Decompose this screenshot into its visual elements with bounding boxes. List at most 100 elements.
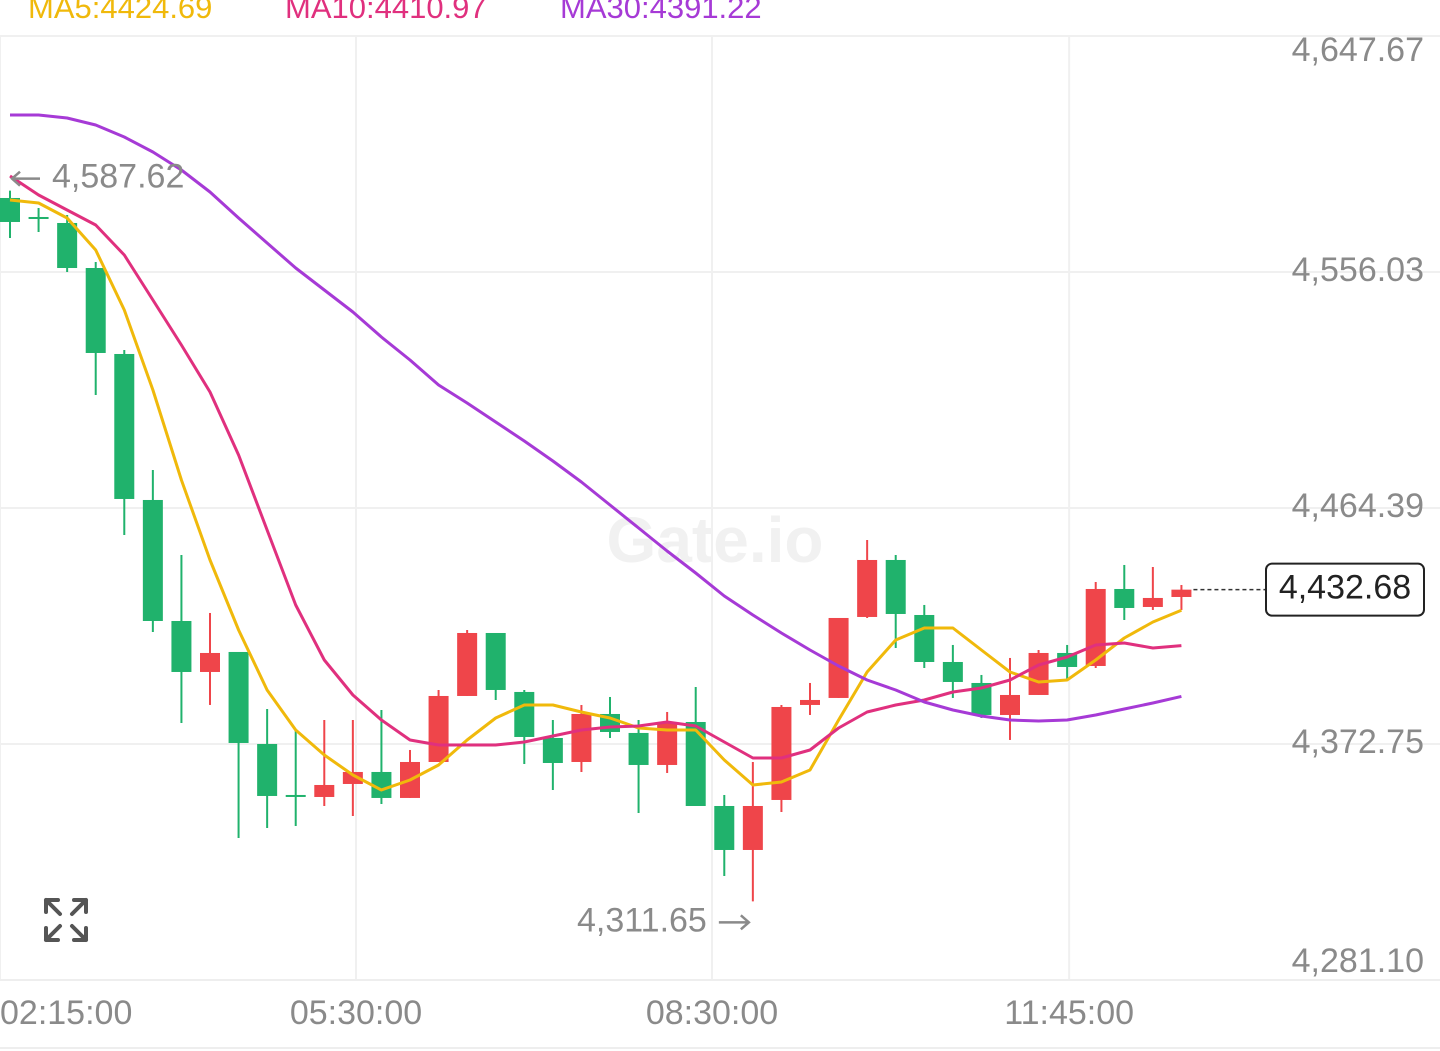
min-arrow — [718, 914, 751, 931]
candle — [1028, 649, 1049, 695]
candle-body — [114, 353, 135, 499]
candle — [200, 612, 220, 705]
candle — [314, 719, 335, 806]
candle — [57, 215, 78, 272]
candle — [514, 689, 535, 764]
min-label: 4,311.65 — [577, 901, 707, 939]
candle-body — [28, 216, 49, 219]
candle-body — [800, 699, 820, 705]
candle — [1171, 584, 1192, 610]
candle — [142, 469, 163, 632]
candle — [857, 539, 878, 618]
candle — [485, 632, 506, 700]
candle-body — [1142, 597, 1163, 607]
candle-body — [85, 268, 106, 353]
candle — [971, 674, 992, 718]
candle-body — [342, 771, 363, 784]
candle — [285, 729, 306, 826]
expand-icon[interactable] — [44, 898, 88, 942]
candle — [800, 682, 820, 715]
candle-body — [914, 614, 935, 662]
last-price-label: 4,432.68 — [1279, 569, 1411, 607]
candle — [371, 709, 392, 804]
x-tick-label: 08:30:00 — [646, 994, 778, 1032]
candle-body — [828, 617, 849, 698]
candle-body — [1114, 588, 1135, 608]
candle — [942, 644, 963, 698]
candle-body — [314, 784, 335, 797]
candle-body — [771, 706, 792, 800]
ma-line — [9, 198, 1182, 792]
candle-body — [657, 721, 678, 765]
x-tick-label: 11:45:00 — [1004, 994, 1134, 1032]
candle-body — [428, 695, 449, 762]
max-arrow — [10, 170, 40, 187]
candle — [885, 554, 906, 648]
candle — [1142, 566, 1163, 610]
candle — [28, 207, 49, 233]
y-tick-label: 4,281.10 — [1292, 942, 1424, 980]
candle-body — [685, 721, 706, 806]
candle — [0, 190, 20, 239]
candle-body — [714, 805, 735, 850]
candle — [914, 604, 935, 668]
candle — [342, 719, 363, 816]
candle-body — [1000, 694, 1020, 715]
candle-body — [142, 499, 163, 621]
candle — [714, 794, 735, 876]
candle-body — [171, 620, 192, 672]
grid — [0, 35, 1440, 981]
candle — [114, 349, 135, 535]
candle-body — [285, 794, 306, 797]
candle-body — [628, 732, 649, 765]
candle — [400, 749, 420, 798]
candle-body — [0, 197, 20, 222]
candle — [457, 629, 478, 696]
candle-body — [257, 743, 278, 796]
expand-corner — [70, 898, 88, 916]
candle — [428, 689, 449, 762]
expand-corner — [44, 898, 62, 916]
candle-body — [371, 771, 392, 798]
expand-corner — [44, 924, 62, 942]
candle — [685, 686, 706, 806]
candle — [542, 719, 563, 790]
x-tick-label: 02:15:00 — [0, 994, 132, 1032]
candle-body — [57, 222, 78, 269]
candle-body — [1171, 589, 1192, 597]
candle-body — [228, 651, 249, 743]
legend-entry: MA5:4424.69 — [28, 0, 212, 25]
candle — [628, 719, 649, 813]
candle-body — [571, 713, 592, 762]
candle-body — [485, 632, 506, 690]
last-price-box — [1265, 562, 1425, 617]
candle-body — [514, 691, 535, 737]
ma-line — [10, 113, 1182, 723]
candle-body — [542, 737, 563, 763]
candle-body — [942, 661, 963, 682]
candle — [228, 651, 249, 838]
candle — [828, 617, 849, 698]
candle — [257, 708, 278, 828]
expand-corner — [70, 924, 88, 942]
y-tick-label: 4,647.67 — [1292, 31, 1424, 69]
watermark: Gate.io — [607, 504, 824, 576]
legend-entry: MA10:4410.97 — [285, 0, 487, 25]
candle-body — [971, 682, 992, 715]
candle — [1114, 564, 1135, 620]
candle — [571, 704, 592, 772]
candle-body — [457, 632, 478, 696]
legend-entry: MA30:4391.22 — [560, 0, 762, 25]
y-tick-label: 4,556.03 — [1292, 251, 1424, 289]
candle-body — [742, 805, 763, 850]
candle-body — [1028, 652, 1049, 695]
y-tick-label: 4,372.75 — [1292, 723, 1424, 761]
x-tick-label: 05:30:00 — [290, 994, 422, 1032]
candle-body — [885, 559, 906, 614]
candle — [85, 262, 106, 395]
candle-body — [200, 652, 220, 672]
y-tick-label: 4,464.39 — [1292, 487, 1424, 525]
candle-body — [857, 559, 878, 617]
ma-line — [9, 174, 1182, 760]
